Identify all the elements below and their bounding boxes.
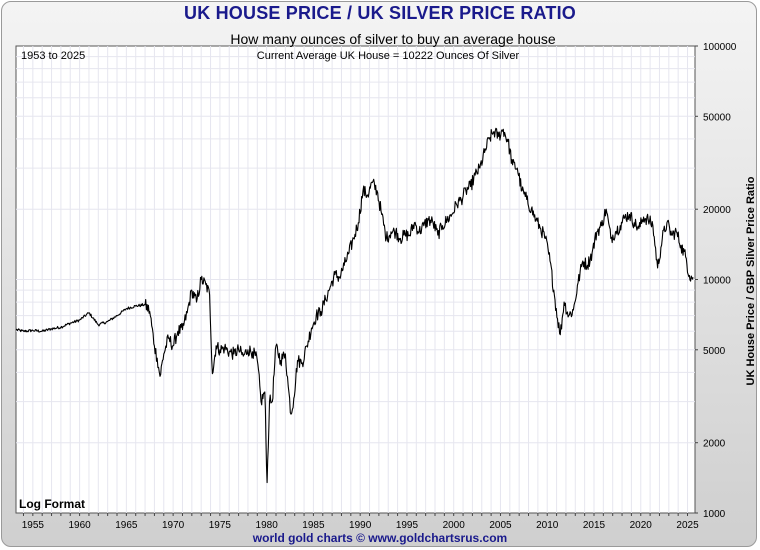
current-value-note: Current Average UK House = 10222 Ounces … (257, 50, 520, 62)
x-tick-label: 2005 (489, 520, 512, 531)
x-tick-label: 1965 (115, 520, 138, 531)
footer-credit: world gold charts © www.goldchartsrus.co… (252, 531, 508, 545)
x-tick-label: 2010 (536, 520, 559, 531)
y-tick-label: 2000 (703, 439, 726, 450)
series-line (15, 127, 694, 484)
x-tick-label: 2025 (676, 520, 699, 531)
x-tick-label: 1970 (162, 520, 185, 531)
y-axis: 100000 50000 20000 10000 5000 2000 1000 (695, 42, 737, 520)
scale-note: Log Format (19, 497, 85, 511)
x-tick-label: 1990 (349, 520, 372, 531)
y-tick-label: 50000 (703, 112, 731, 123)
x-tick-label: 2015 (583, 520, 606, 531)
y-tick-label: 5000 (703, 346, 726, 357)
x-tick-label: 2020 (630, 520, 653, 531)
x-tick-label: 1995 (396, 520, 419, 531)
y-axis-label: UK House Price / GBP Silver Price Ratio (745, 176, 757, 385)
chart-title: UK HOUSE PRICE / UK SILVER PRICE RATIO (184, 3, 576, 23)
chart-subtitle: How many ounces of silver to buy an aver… (230, 31, 556, 47)
x-tick-label: 1985 (302, 520, 325, 531)
x-tick-label: 1980 (256, 520, 279, 531)
y-tick-label: 10000 (703, 276, 731, 287)
grid (16, 46, 695, 513)
y-tick-label: 100000 (703, 42, 737, 53)
y-tick-label: 20000 (703, 205, 731, 216)
x-tick-label: 1960 (68, 520, 91, 531)
date-range-label: 1953 to 2025 (21, 50, 85, 62)
x-axis: 1955 1960 1965 1970 1975 1980 1985 1990 1995 2000… (22, 513, 699, 531)
y-tick-label: 1000 (703, 509, 726, 520)
x-tick-label: 1955 (22, 520, 45, 531)
x-tick-label: 1975 (209, 520, 232, 531)
x-tick-label: 2000 (443, 520, 466, 531)
